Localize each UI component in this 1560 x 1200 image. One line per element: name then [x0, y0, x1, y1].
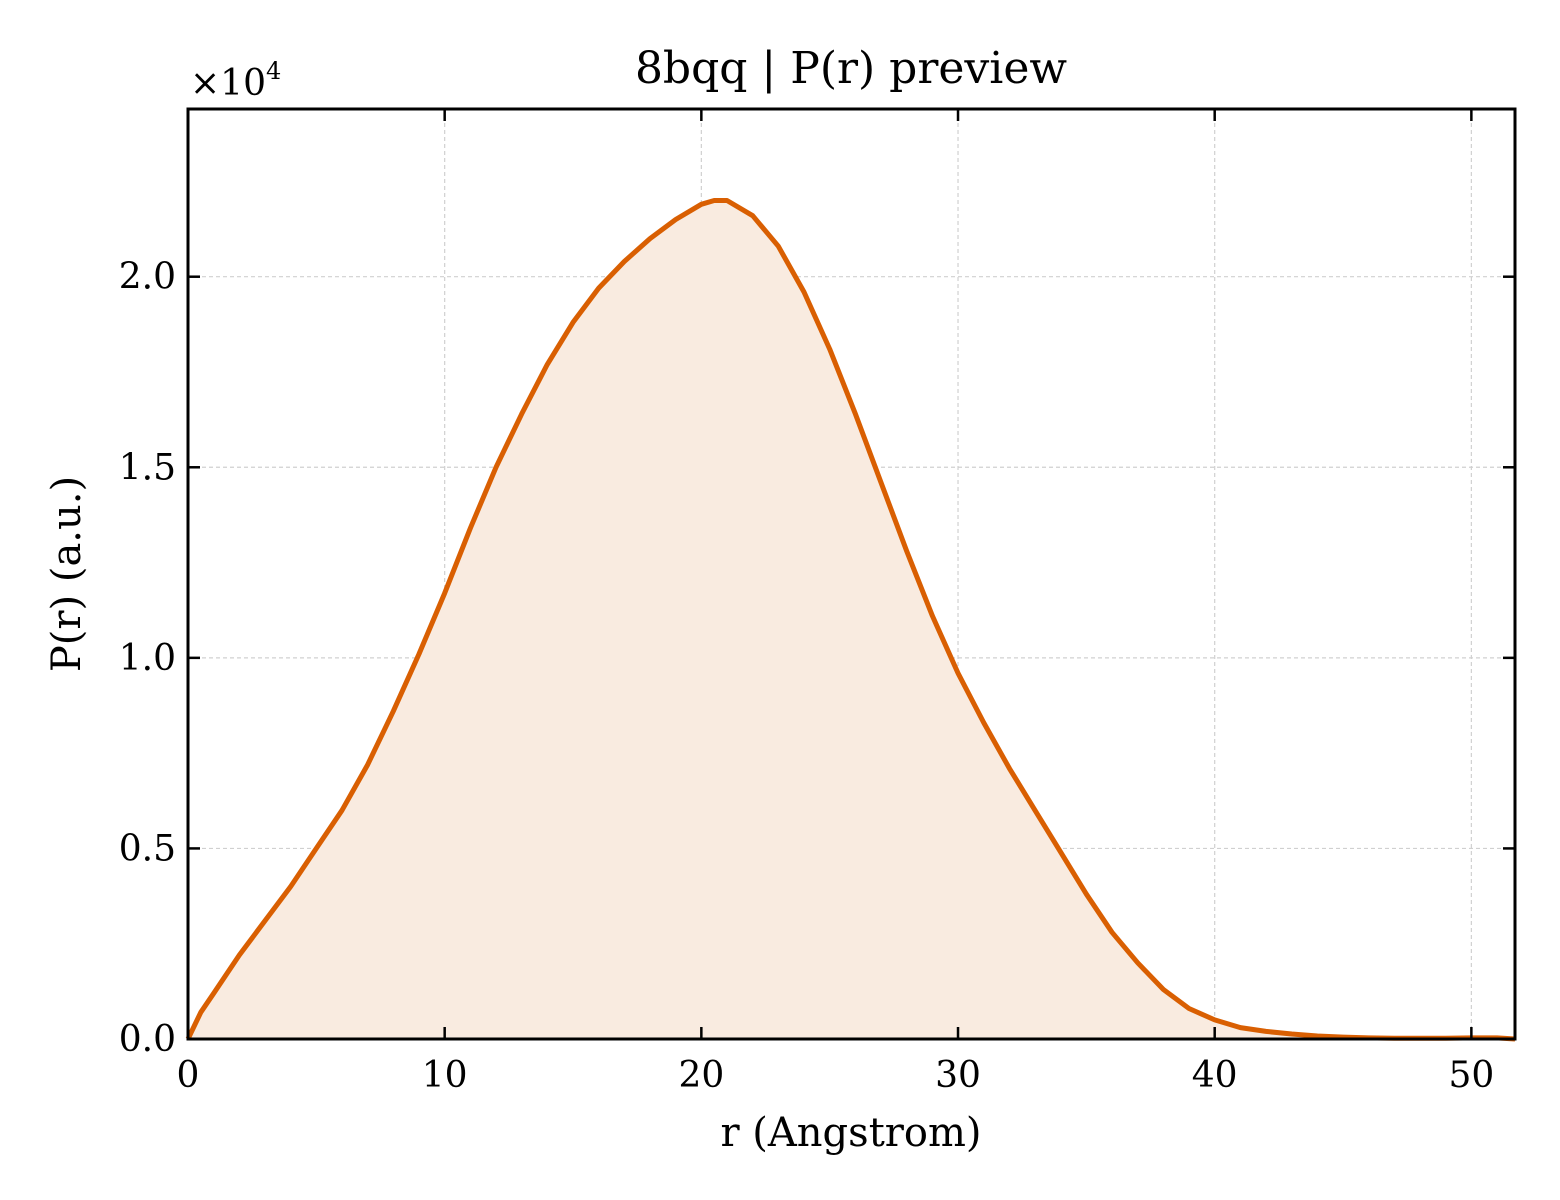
- chart-title: 8bqq | P(r) preview: [635, 43, 1067, 94]
- y-tick-label: 1.5: [119, 447, 176, 488]
- y-multiplier-exponent: 4: [266, 57, 281, 85]
- plot-frame: [186, 107, 1517, 1041]
- y-tick-label: 0.5: [119, 828, 176, 869]
- pr-series-line: [185, 198, 1516, 1042]
- x-tick-label: 40: [1192, 1055, 1238, 1096]
- y-tick-label: 1.0: [119, 638, 176, 679]
- x-tick-label: 20: [678, 1055, 724, 1096]
- x-tick-label: 10: [422, 1055, 468, 1096]
- y-multiplier-label: ×104: [190, 57, 281, 104]
- x-axis-label: r (Angstrom): [720, 1110, 981, 1156]
- y-multiplier-base: ×10: [190, 63, 266, 104]
- y-axis-label: P(r) (a.u.): [44, 476, 90, 672]
- x-tick-label: 0: [177, 1055, 200, 1096]
- ticks-layer: 0 10 20 30 40 50 0.0 0.5 1.0 1.5 2.0: [119, 109, 1515, 1096]
- x-tick-label: 50: [1448, 1055, 1494, 1096]
- y-tick-label: 0.0: [119, 1019, 176, 1060]
- y-tick-label: 2.0: [119, 257, 176, 298]
- pr-area-fill: [188, 200, 1515, 1039]
- x-tick-label: 30: [935, 1055, 981, 1096]
